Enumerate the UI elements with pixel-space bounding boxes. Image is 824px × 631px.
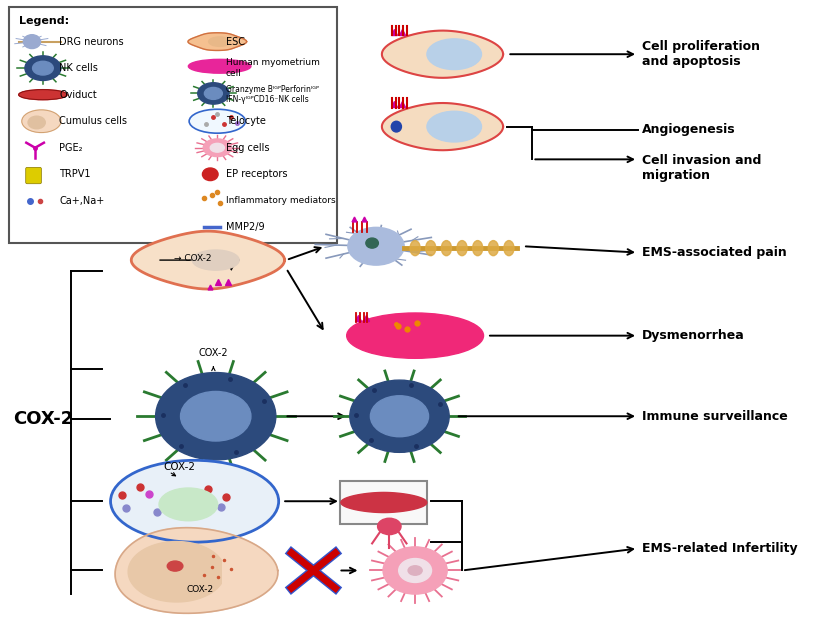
Text: Oviduct: Oviduct [59, 90, 97, 100]
Text: Cumulus cells: Cumulus cells [59, 116, 128, 126]
Text: COX-2: COX-2 [186, 585, 213, 594]
Ellipse shape [159, 488, 218, 521]
Ellipse shape [410, 240, 420, 256]
Polygon shape [115, 528, 278, 613]
Polygon shape [360, 497, 408, 508]
Text: TRPV1: TRPV1 [59, 169, 91, 179]
FancyBboxPatch shape [8, 7, 337, 243]
FancyBboxPatch shape [26, 167, 41, 184]
Ellipse shape [28, 116, 45, 129]
Text: Legend:: Legend: [19, 16, 68, 27]
Ellipse shape [457, 240, 467, 256]
FancyBboxPatch shape [340, 481, 427, 524]
Text: Ca+,Na+: Ca+,Na+ [59, 196, 105, 206]
Ellipse shape [442, 240, 452, 256]
Ellipse shape [204, 88, 222, 100]
Polygon shape [131, 231, 284, 289]
Text: EMS-related Infertility: EMS-related Infertility [642, 542, 798, 555]
Ellipse shape [25, 56, 61, 81]
Polygon shape [188, 33, 246, 50]
Ellipse shape [350, 380, 449, 452]
Ellipse shape [347, 313, 484, 358]
Text: Telocyte: Telocyte [226, 116, 266, 126]
Text: → COX-2: → COX-2 [175, 254, 212, 262]
Text: Cell invasion and
migration: Cell invasion and migration [642, 153, 761, 182]
Ellipse shape [489, 240, 499, 256]
Ellipse shape [473, 240, 483, 256]
Text: Inflammatory mediators: Inflammatory mediators [226, 196, 335, 205]
Text: NK cells: NK cells [59, 63, 98, 73]
Polygon shape [382, 30, 503, 78]
Ellipse shape [110, 460, 279, 542]
Ellipse shape [503, 240, 514, 256]
Ellipse shape [180, 391, 251, 441]
Ellipse shape [19, 90, 68, 100]
Text: Egg cells: Egg cells [226, 143, 269, 153]
Ellipse shape [156, 372, 276, 460]
Text: DRG neurons: DRG neurons [59, 37, 124, 47]
Ellipse shape [426, 240, 436, 256]
Polygon shape [341, 492, 427, 512]
Text: COX-2: COX-2 [199, 348, 228, 358]
Text: COX-2: COX-2 [13, 410, 74, 428]
Polygon shape [129, 541, 222, 602]
Text: Cell proliferation
and apoptosis: Cell proliferation and apoptosis [642, 40, 760, 68]
Ellipse shape [192, 250, 239, 270]
Text: EP receptors: EP receptors [226, 169, 288, 179]
Polygon shape [382, 103, 503, 150]
Ellipse shape [189, 59, 251, 73]
Ellipse shape [391, 121, 401, 132]
Ellipse shape [210, 143, 224, 152]
Text: EMS-associated pain: EMS-associated pain [642, 246, 787, 259]
Text: Immune surveillance: Immune surveillance [642, 410, 788, 423]
Text: Granzyme BᴵᴳᴾPerforinᴵᴳᴾ
IFN-γᴵᴳᴾCD16⁻NK cells: Granzyme BᴵᴳᴾPerforinᴵᴳᴾ IFN-γᴵᴳᴾCD16⁻NK… [226, 85, 319, 104]
Ellipse shape [427, 39, 481, 69]
Text: PGE₂: PGE₂ [59, 143, 83, 153]
Ellipse shape [371, 396, 428, 437]
Text: COX-2: COX-2 [163, 462, 195, 471]
Ellipse shape [408, 566, 422, 575]
Ellipse shape [348, 227, 405, 265]
Ellipse shape [399, 558, 432, 582]
Text: MMP2/9: MMP2/9 [226, 222, 265, 232]
Ellipse shape [167, 561, 183, 571]
Ellipse shape [377, 518, 401, 534]
Ellipse shape [23, 35, 40, 49]
Ellipse shape [198, 83, 229, 104]
Ellipse shape [33, 61, 54, 75]
Ellipse shape [204, 139, 232, 156]
Ellipse shape [366, 238, 378, 248]
Ellipse shape [427, 111, 481, 142]
Ellipse shape [383, 547, 447, 594]
Text: ESC: ESC [226, 37, 245, 47]
Ellipse shape [208, 37, 231, 46]
Text: Dysmenorrhea: Dysmenorrhea [642, 329, 745, 342]
Text: Human myometrium
cell: Human myometrium cell [226, 59, 320, 78]
Ellipse shape [203, 168, 218, 180]
Text: Angiogenesis: Angiogenesis [642, 123, 736, 136]
Ellipse shape [190, 109, 246, 133]
Ellipse shape [21, 110, 61, 133]
